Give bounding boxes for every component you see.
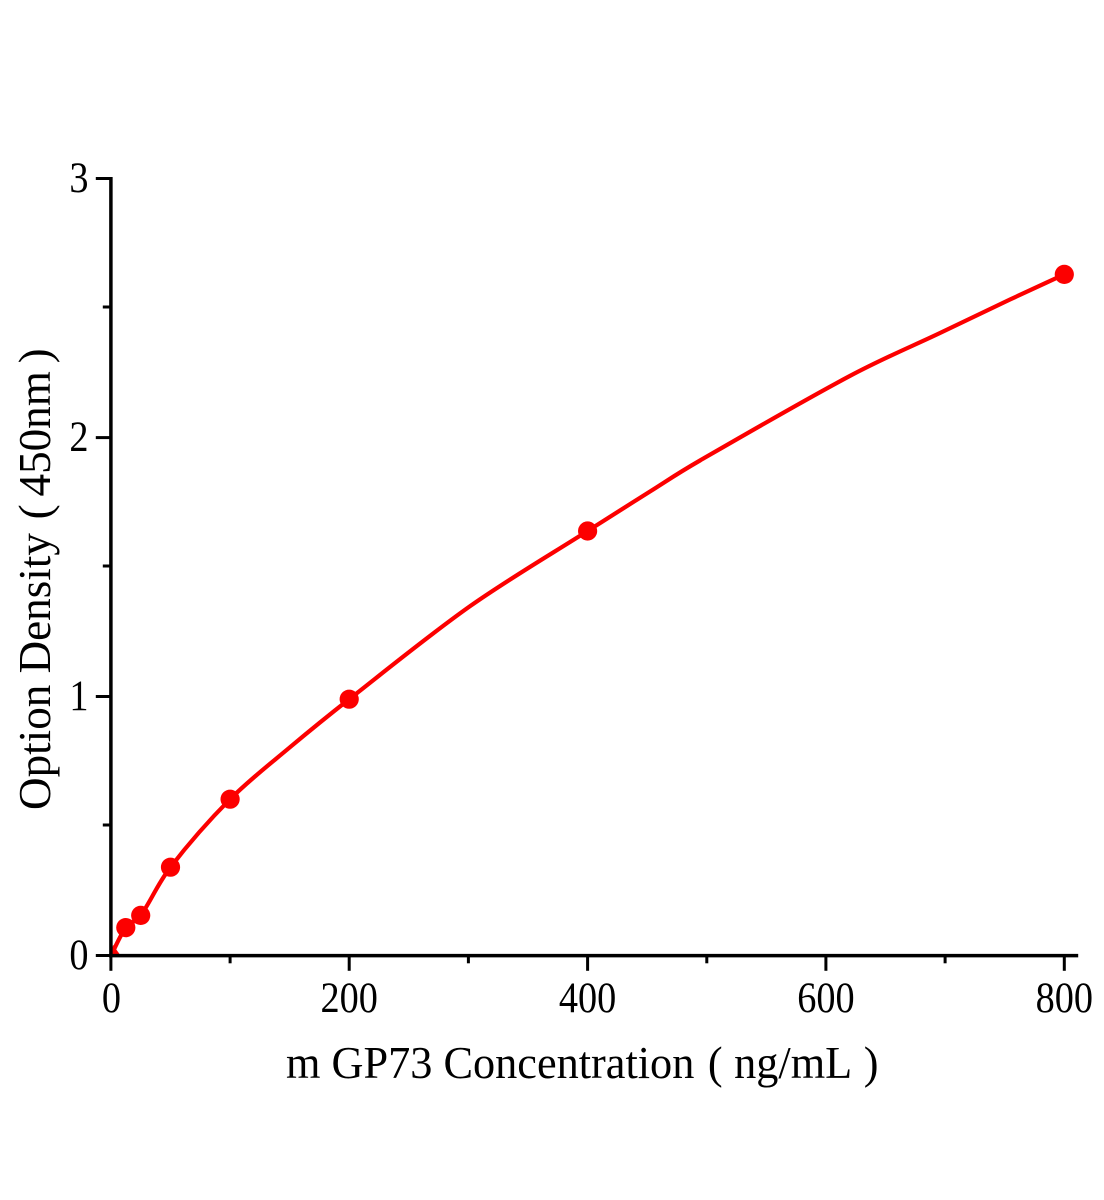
svg-text:200: 200 <box>321 974 378 1022</box>
svg-text:600: 600 <box>797 974 854 1022</box>
svg-text:m GP73 Concentration(ng/mL): m GP73 Concentration(ng/mL) <box>286 1037 879 1088</box>
svg-text:2: 2 <box>69 413 88 461</box>
svg-text:800: 800 <box>1036 974 1093 1022</box>
svg-text:0: 0 <box>69 931 88 979</box>
svg-text:3: 3 <box>69 154 88 202</box>
svg-text:Option Density(450nm): Option Density(450nm) <box>9 348 60 810</box>
svg-text:400: 400 <box>559 974 616 1022</box>
svg-text:1: 1 <box>69 672 88 720</box>
svg-text:0: 0 <box>102 974 121 1022</box>
